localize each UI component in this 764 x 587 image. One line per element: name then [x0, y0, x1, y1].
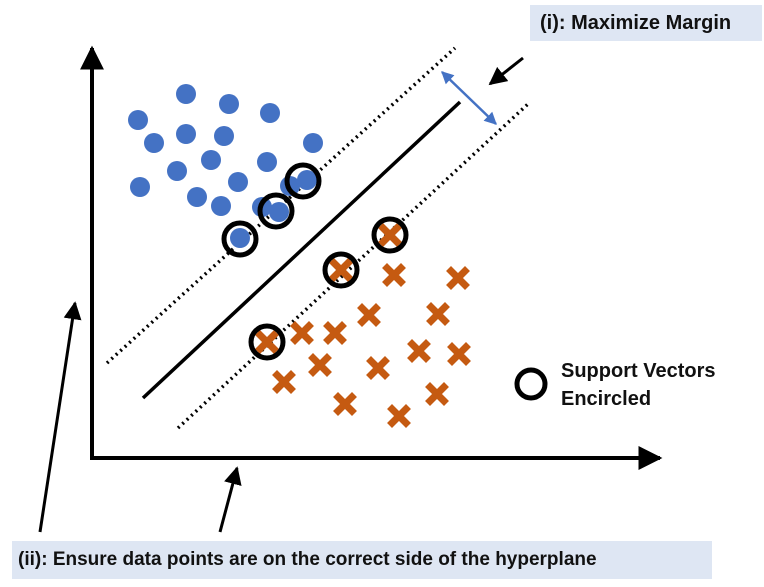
class-a-point [130, 177, 150, 197]
lower-margin-line [176, 102, 530, 430]
class-b-point [329, 258, 353, 282]
class-a-point [260, 103, 280, 123]
support-vector-ring [257, 192, 295, 230]
class-b-point [382, 263, 406, 287]
class-a-point [228, 172, 248, 192]
class-a-point [144, 133, 164, 153]
support-vector-ring [322, 251, 360, 289]
support-vector-ring [371, 216, 409, 254]
class-b-points [255, 223, 471, 428]
class-b-point [308, 353, 332, 377]
support-vector-ring [284, 162, 322, 200]
class-b-point [425, 382, 449, 406]
class-a-point [211, 196, 231, 216]
axes [80, 45, 663, 470]
class-b-point [407, 339, 431, 363]
hyperplane-line [141, 100, 462, 400]
class-a-point [257, 152, 277, 172]
class-b-point [290, 321, 314, 345]
class-a-point [297, 170, 317, 190]
class-b-point [378, 223, 402, 247]
class-b-point [426, 302, 450, 326]
class-b-point [333, 392, 357, 416]
class-b-point [446, 266, 470, 290]
support-vector-ring [248, 323, 286, 361]
legend-line-2: Encircled [561, 388, 652, 410]
class-b-point [357, 303, 381, 327]
bottom-pointer-arrow [218, 466, 242, 533]
class-b-point [387, 404, 411, 428]
legend-line-1: Support Vectors [561, 360, 716, 382]
class-a-point [187, 187, 207, 207]
class-b-point [255, 330, 279, 354]
class-a-point [230, 228, 250, 248]
support-vectors [221, 162, 409, 361]
class-b-point [447, 342, 471, 366]
left-pointer-arrow [38, 301, 82, 533]
legend-support-vector-icon [514, 367, 548, 401]
class-a-point [176, 84, 196, 104]
margin-width-arrow [441, 71, 497, 125]
maximize-margin-label: (i): Maximize Margin [530, 5, 762, 41]
legend-support-vectors: Support Vectors Encircled [561, 357, 715, 413]
class-a-point [201, 150, 221, 170]
support-vector-ring [221, 220, 259, 258]
class-a-points [128, 84, 323, 248]
class-a-point [214, 126, 234, 146]
class-b-point [272, 370, 296, 394]
class-a-point [269, 202, 289, 222]
class-a-point [303, 133, 323, 153]
class-a-point [167, 161, 187, 181]
correct-side-label: (ii): Ensure data points are on the corr… [12, 541, 712, 579]
class-b-point [323, 321, 347, 345]
class-a-point [176, 124, 196, 144]
class-a-point [128, 110, 148, 130]
class-b-point [366, 356, 390, 380]
class-a-point [219, 94, 239, 114]
pointer-arrows [38, 56, 524, 533]
margin-pointer-arrow [488, 56, 524, 86]
